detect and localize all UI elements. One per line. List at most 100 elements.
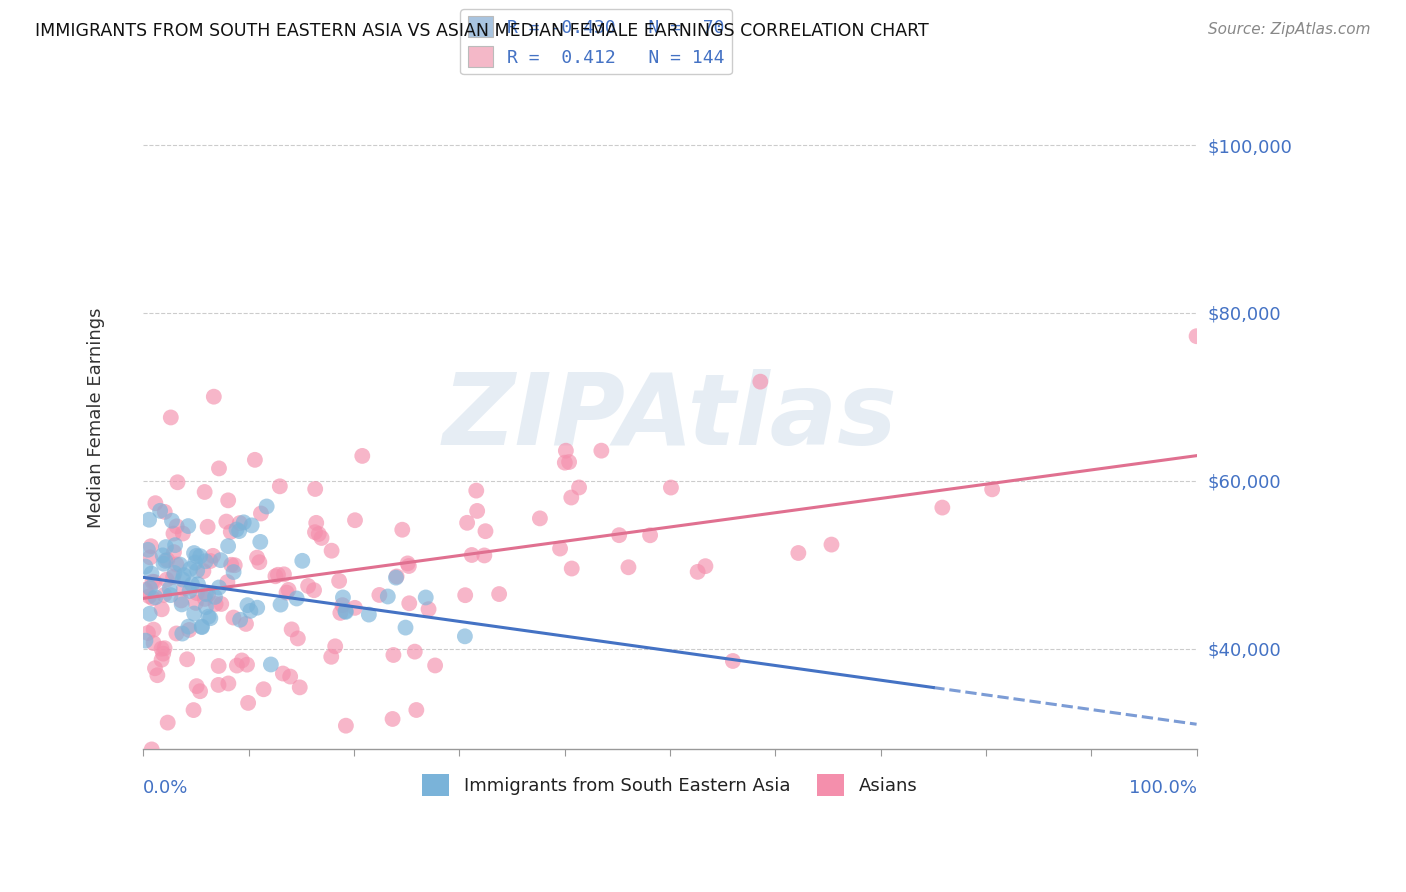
Point <box>165 538 187 552</box>
Point <box>204 597 226 611</box>
Point <box>246 600 269 615</box>
Point <box>474 524 496 539</box>
Point <box>280 623 302 637</box>
Point <box>194 587 217 601</box>
Point <box>236 598 259 612</box>
Point <box>141 566 163 581</box>
Point <box>184 596 207 610</box>
Point <box>225 658 247 673</box>
Point <box>170 598 193 612</box>
Point <box>176 652 198 666</box>
Point <box>454 629 477 643</box>
Point <box>787 546 810 560</box>
Point <box>381 712 404 726</box>
Point <box>184 556 207 570</box>
Point <box>352 449 374 463</box>
Point <box>143 661 166 675</box>
Point <box>311 531 333 545</box>
Point <box>160 514 183 528</box>
Point <box>150 602 173 616</box>
Point <box>166 519 188 533</box>
Point <box>217 539 239 553</box>
Point <box>150 653 173 667</box>
Point <box>217 676 239 690</box>
Point <box>152 549 174 563</box>
Point <box>472 549 495 563</box>
Point <box>194 554 217 568</box>
Point <box>134 582 156 597</box>
Point <box>179 562 201 576</box>
Point <box>721 654 744 668</box>
Point <box>191 620 214 634</box>
Point <box>461 548 484 562</box>
Point <box>385 569 408 583</box>
Text: Source: ZipAtlas.com: Source: ZipAtlas.com <box>1208 22 1371 37</box>
Point <box>142 623 165 637</box>
Point <box>202 390 225 404</box>
Point <box>200 611 222 625</box>
Point <box>136 542 159 557</box>
Point <box>267 567 290 582</box>
Point <box>454 588 477 602</box>
Point <box>179 623 201 637</box>
Point <box>177 619 200 633</box>
Point <box>396 557 419 571</box>
Point <box>224 558 246 573</box>
Point <box>155 540 177 554</box>
Point <box>456 516 478 530</box>
Point <box>183 546 205 560</box>
Point <box>256 500 278 514</box>
Point <box>152 557 174 571</box>
Point <box>332 598 354 612</box>
Point <box>247 555 270 569</box>
Point <box>166 475 188 490</box>
Point <box>208 581 231 595</box>
Point <box>159 410 181 425</box>
Point <box>155 554 177 568</box>
Point <box>228 524 250 538</box>
Point <box>139 550 162 565</box>
Point <box>321 543 343 558</box>
Point <box>335 605 357 619</box>
Point <box>271 666 294 681</box>
Point <box>302 583 325 598</box>
Point <box>686 565 709 579</box>
Point <box>183 703 205 717</box>
Point <box>328 574 350 588</box>
Point <box>368 588 391 602</box>
Point <box>142 591 165 606</box>
Point <box>179 584 201 599</box>
Point <box>146 668 169 682</box>
Point <box>202 549 225 563</box>
Point <box>197 609 219 624</box>
Point <box>232 516 254 530</box>
Point <box>194 600 217 615</box>
Point <box>981 483 1004 497</box>
Point <box>150 641 173 656</box>
Point <box>197 520 219 534</box>
Point <box>332 591 354 605</box>
Point <box>197 587 219 601</box>
Point <box>188 684 211 698</box>
Point <box>219 558 242 572</box>
Point <box>159 582 181 596</box>
Point <box>304 525 326 540</box>
Point <box>554 456 576 470</box>
Point <box>163 566 186 580</box>
Text: Median Female Earnings: Median Female Earnings <box>87 308 105 528</box>
Point <box>190 619 212 633</box>
Point <box>394 621 416 635</box>
Point <box>377 590 399 604</box>
Point <box>398 596 420 610</box>
Point <box>235 616 257 631</box>
Point <box>193 564 215 578</box>
Point <box>560 491 582 505</box>
Point <box>225 523 247 537</box>
Point <box>236 696 259 710</box>
Point <box>749 375 772 389</box>
Point <box>343 600 366 615</box>
Point <box>188 549 211 564</box>
Point <box>139 539 162 553</box>
Point <box>260 657 283 672</box>
Point <box>335 604 357 618</box>
